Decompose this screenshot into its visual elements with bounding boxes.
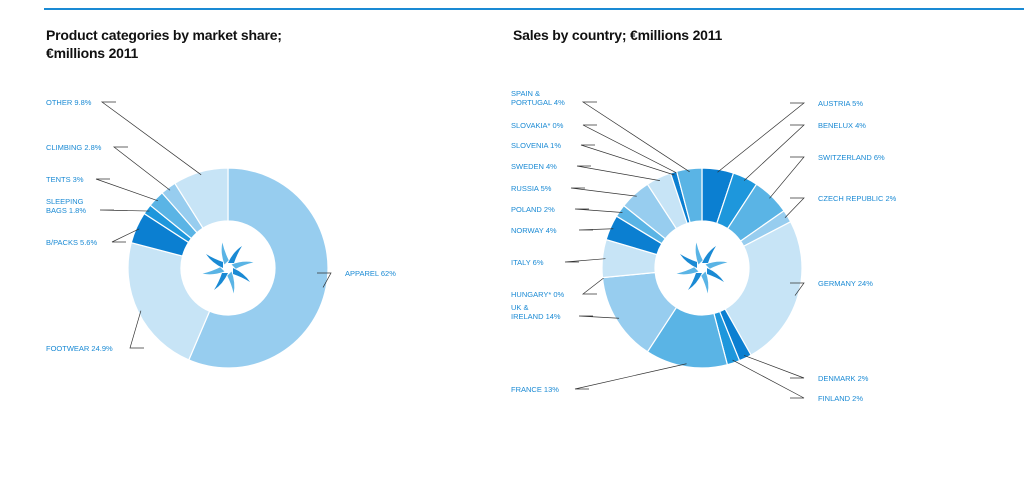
chart1-label-footwear-24-9: FOOTWEAR 24.9% [46, 344, 113, 353]
chart1-label-tents-3: TENTS 3% [46, 175, 84, 184]
chart2-label-poland-2: POLAND 2% [511, 205, 555, 214]
chart2-leader-sweden-4 [576, 165, 660, 181]
chart1-leader-sleeping-bags-1-8 [99, 209, 150, 212]
chart1-donut: APPAREL 62% FOOTWEAR 24.9% B/PACKS 5.6% SLE… [46, 98, 396, 369]
chart2-leader-slovenia-1 [580, 144, 675, 176]
chart2-slice-spain-portugal-4 [675, 167, 703, 224]
chart2-leader-germany-24 [790, 282, 805, 296]
chart2-leader-hungary-0 [581, 277, 605, 295]
chart2-logo-icon [676, 242, 728, 294]
chart2-leader-slovakia-0 [582, 124, 678, 174]
chart2-label-benelux-4: BENELUX 4% [818, 121, 866, 130]
chart2-slice-germany-24 [724, 220, 803, 356]
chart1-label-other-9-8: OTHER 9.8% [46, 98, 92, 107]
chart2-label-czech-republic-2: CZECH REPUBLIC 2% [818, 194, 897, 203]
chart1-center [182, 222, 274, 314]
chart2-leader-benelux-4 [743, 124, 805, 181]
chart2-leader-france-13 [574, 363, 687, 390]
chart2-label-italy-6: ITALY 6% [511, 258, 544, 267]
chart1-title-line1: Product categories by market share; [46, 27, 282, 43]
chart1-slice-other-9-8 [174, 167, 229, 230]
chart2-leader-switzerland-6 [769, 156, 805, 199]
chart2-leader-italy-6 [564, 258, 606, 263]
chart2-label-sweden-4: SWEDEN 4% [511, 162, 557, 171]
chart2-donut: AUSTRIA 5% BENELUX 4% SWITZERLAND 6% CZECH … [511, 89, 897, 403]
chart2-leader-norway-4 [578, 228, 614, 231]
chart1-label-climbing-2-8: CLIMBING 2.8% [46, 143, 102, 152]
chart2-label-russia-5: RUSSIA 5% [511, 184, 552, 193]
chart1-leader-climbing-2-8 [112, 146, 171, 191]
chart1-logo-icon [202, 242, 254, 294]
chart2-leader-spain-portugal-4 [581, 101, 690, 173]
chart2-label-slovenia-1: SLOVENIA 1% [511, 141, 561, 150]
chart2-label-slovakia-0: SLOVAKIA* 0% [511, 121, 564, 130]
chart2-leader-poland-2 [574, 208, 623, 213]
chart2-title: Sales by country; €millions 2011 [513, 27, 723, 43]
chart2-leader-austria-5 [717, 102, 805, 173]
chart2-label-austria-5: AUSTRIA 5% [818, 99, 863, 108]
chart2-label-germany-24: GERMANY 24% [818, 279, 873, 288]
chart2-label-switzerland-6: SWITZERLAND 6% [818, 153, 885, 162]
chart1-title-line2: €millions 2011 [46, 45, 139, 61]
top-rule [44, 8, 1024, 10]
chart2-center [656, 222, 748, 314]
chart1-label-apparel-62: APPAREL 62% [345, 269, 396, 278]
chart2-label-norway-4: NORWAY 4% [511, 226, 557, 235]
chart1-leader-footwear-24-9 [129, 310, 144, 349]
chart2-leader-russia-5 [570, 187, 637, 197]
chart1-leader-tents-3 [95, 178, 159, 202]
chart2-label-finland-2: FINLAND 2% [818, 394, 863, 403]
chart2-leader-uk-ireland-14 [578, 315, 620, 319]
chart1-label-b-packs-5-6: B/PACKS 5.6% [46, 238, 97, 247]
chart1-title: Product categories by market share; €mil… [46, 26, 346, 62]
chart2-label-denmark-2: DENMARK 2% [818, 374, 869, 383]
chart1-leader-apparel-62 [317, 272, 332, 288]
chart2-leader-finland-2 [732, 359, 805, 399]
chart2-leader-czech-republic-2 [784, 197, 805, 218]
chart1-leader-b-packs-5-6 [111, 228, 140, 243]
chart1-slice-apparel-62 [187, 167, 329, 369]
chart2-leader-denmark-2 [743, 355, 805, 379]
chart2-label-france-13: FRANCE 13% [511, 385, 559, 394]
chart2-label-spain-portugal-4: SPAIN & PORTUGAL 4% [511, 89, 565, 107]
chart1-label-sleeping-bags-1-8: SLEEPING BAGS 1.8% [46, 197, 86, 215]
chart1-leader-other-9-8 [100, 101, 202, 176]
chart1-slice-footwear-24-9 [127, 241, 211, 361]
chart2-label-uk-ireland-14: UK & IRELAND 14% [511, 303, 561, 321]
chart2-label-hungary-0: HUNGARY* 0% [511, 290, 565, 299]
